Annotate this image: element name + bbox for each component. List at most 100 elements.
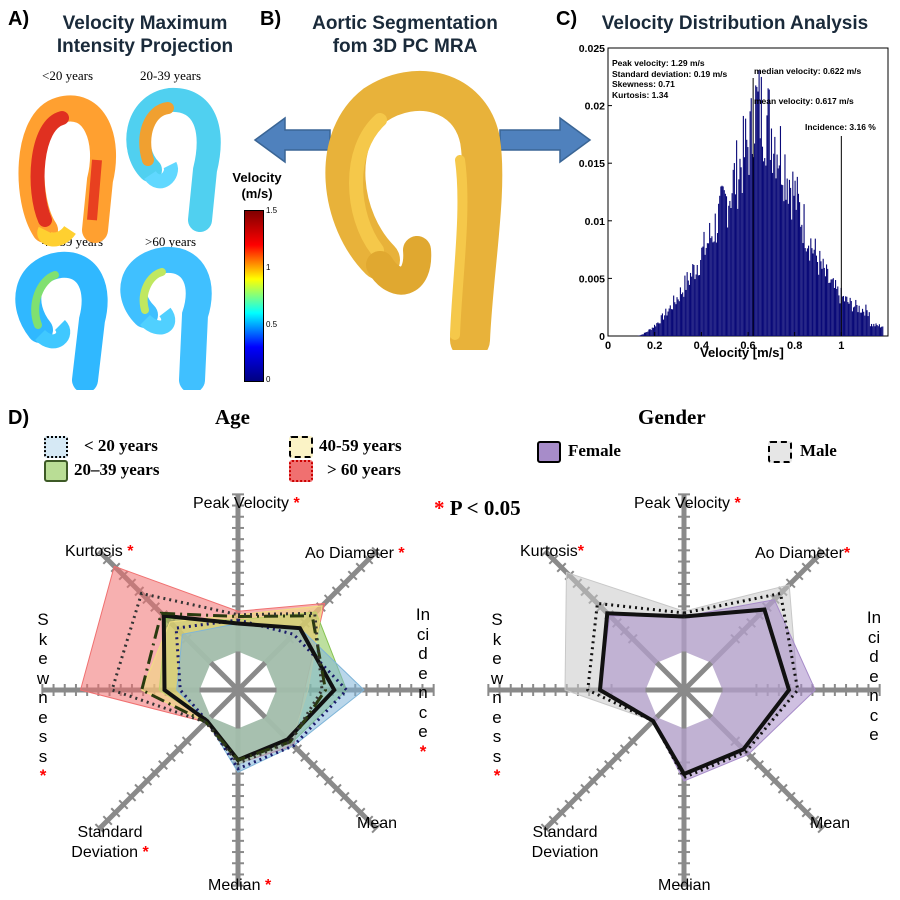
gender-axis-kurtosis: Kurtosis*	[520, 543, 584, 561]
radar-axis-tick	[323, 775, 334, 786]
histogram-bar	[761, 146, 764, 336]
histogram-bar	[660, 315, 662, 336]
histogram-bar	[754, 143, 756, 336]
radar-axis-tick	[611, 752, 622, 763]
radar-axis-tick	[746, 752, 757, 763]
radar-axis-tick	[817, 823, 828, 834]
radar-axis-tick	[158, 760, 168, 770]
x-tick-label: 0	[605, 340, 611, 352]
histogram-bar	[747, 147, 749, 336]
panel-c-label: C)	[556, 8, 578, 30]
histogram-ticks: 0 0.2 0.4 0.6 0.8 1 0 0.005 0.01 0.015 0.02 0.025	[579, 43, 845, 352]
histogram-bar	[750, 98, 752, 336]
radar-axis-tick	[754, 760, 764, 770]
radar-series-line	[110, 591, 324, 766]
histogram-bar	[836, 288, 838, 336]
histogram-bar	[649, 328, 651, 336]
histogram-bar	[742, 115, 744, 337]
legend-label-female: Female	[568, 441, 621, 460]
mip-40-59	[15, 251, 108, 390]
radar-axis-tick	[300, 752, 311, 763]
histogram-bar	[779, 126, 782, 336]
histogram-bar	[702, 246, 704, 336]
histogram-bar	[659, 323, 661, 336]
histogram-bar	[641, 334, 643, 336]
histogram-bar	[877, 326, 879, 336]
histogram-bar	[670, 309, 672, 336]
histogram-bar	[734, 194, 737, 336]
mip-label-over60: >60 years	[145, 234, 197, 249]
histogram-bar	[837, 286, 839, 336]
histogram-bar	[756, 86, 758, 336]
panel-c-title: Velocity Distribution Analysis	[601, 13, 869, 34]
radar-axis-tick	[102, 815, 113, 826]
histogram-bar	[867, 316, 869, 336]
radar-axis-tick	[363, 815, 374, 826]
mip-20-39	[126, 88, 221, 232]
histogram-bar	[671, 309, 674, 336]
radar-axis-tick	[339, 578, 350, 589]
histogram-chart: 0 0.2 0.4 0.6 0.8 1 0 0.005 0.01 0.015 0.02 0.025	[579, 43, 889, 352]
age-axis-diameter-label: Ao Diameter	[305, 545, 394, 562]
radar-axis-tick	[315, 767, 326, 778]
colorbar-tick-1.5: 1.5	[266, 206, 278, 215]
histogram-bar	[763, 161, 765, 336]
radar-axis-tick	[596, 767, 607, 778]
histogram-bar	[875, 323, 877, 336]
radar-axis-tick	[809, 554, 820, 565]
histogram-xlabel: Velocity [m/s]	[700, 345, 784, 360]
aorta-3d-model	[325, 71, 503, 350]
histogram-bar	[805, 251, 807, 336]
histogram-bar	[700, 259, 702, 336]
radar-axis-tick	[817, 546, 828, 557]
histogram-bar	[864, 315, 866, 336]
mean-annotation: mean velocity: 0.617 m/s	[754, 96, 854, 106]
legend-swatch-female	[537, 441, 561, 463]
histogram-bar	[751, 153, 753, 336]
p-value-star: *	[434, 496, 445, 520]
histogram-bar	[778, 165, 780, 336]
radar-axis-tick	[339, 791, 350, 802]
histogram-bar	[820, 261, 822, 336]
histogram-bar	[828, 282, 830, 336]
histogram-bar	[760, 76, 762, 336]
histogram-bar	[749, 111, 751, 337]
colorbar-tick-0: 0	[266, 375, 271, 384]
gender-axis-peak-label: Peak Velocity	[634, 495, 731, 512]
left-arrow	[253, 116, 331, 164]
age-star-diameter: *	[398, 545, 405, 562]
age-star-incidence: *	[419, 741, 427, 761]
histogram-bar	[705, 247, 707, 336]
gender-star-kurtosis: *	[577, 543, 585, 560]
histogram-bar	[833, 287, 835, 336]
age-axis-sd: Standard Deviation *	[60, 823, 160, 863]
legend-label-male: Male	[800, 441, 837, 460]
histogram-bar	[868, 312, 870, 336]
radar-axis-tick	[540, 546, 551, 557]
mip-label-under20: <20 years	[42, 68, 94, 83]
histogram-bar	[691, 276, 693, 336]
histogram-bar	[737, 208, 739, 336]
histogram-bar	[767, 88, 769, 336]
histogram-bar	[854, 306, 856, 336]
histogram-bar	[856, 304, 858, 336]
colorbar-tick-0.5: 0.5	[266, 320, 278, 329]
histogram-bar	[881, 326, 883, 336]
histogram-bar	[808, 245, 810, 336]
y-tick-label: 0.01	[585, 216, 606, 228]
histogram-bar	[743, 157, 746, 336]
legend-label-over60: > 60 years	[327, 460, 401, 479]
radar-axis-tick	[134, 783, 145, 794]
radar-axis-tick	[548, 554, 559, 565]
radar-axis-inner	[655, 688, 686, 719]
radar-gender	[487, 493, 881, 887]
histogram-bar	[827, 268, 829, 336]
histogram-bar	[689, 272, 692, 336]
radar-axis-tick	[347, 570, 358, 581]
histogram-bar	[821, 268, 823, 336]
histogram-bar	[775, 178, 777, 336]
histogram-bar	[829, 282, 831, 336]
histogram-bar	[873, 323, 875, 336]
histogram-bar	[800, 226, 802, 336]
mip-label-20-39: 20-39 years	[140, 68, 202, 83]
